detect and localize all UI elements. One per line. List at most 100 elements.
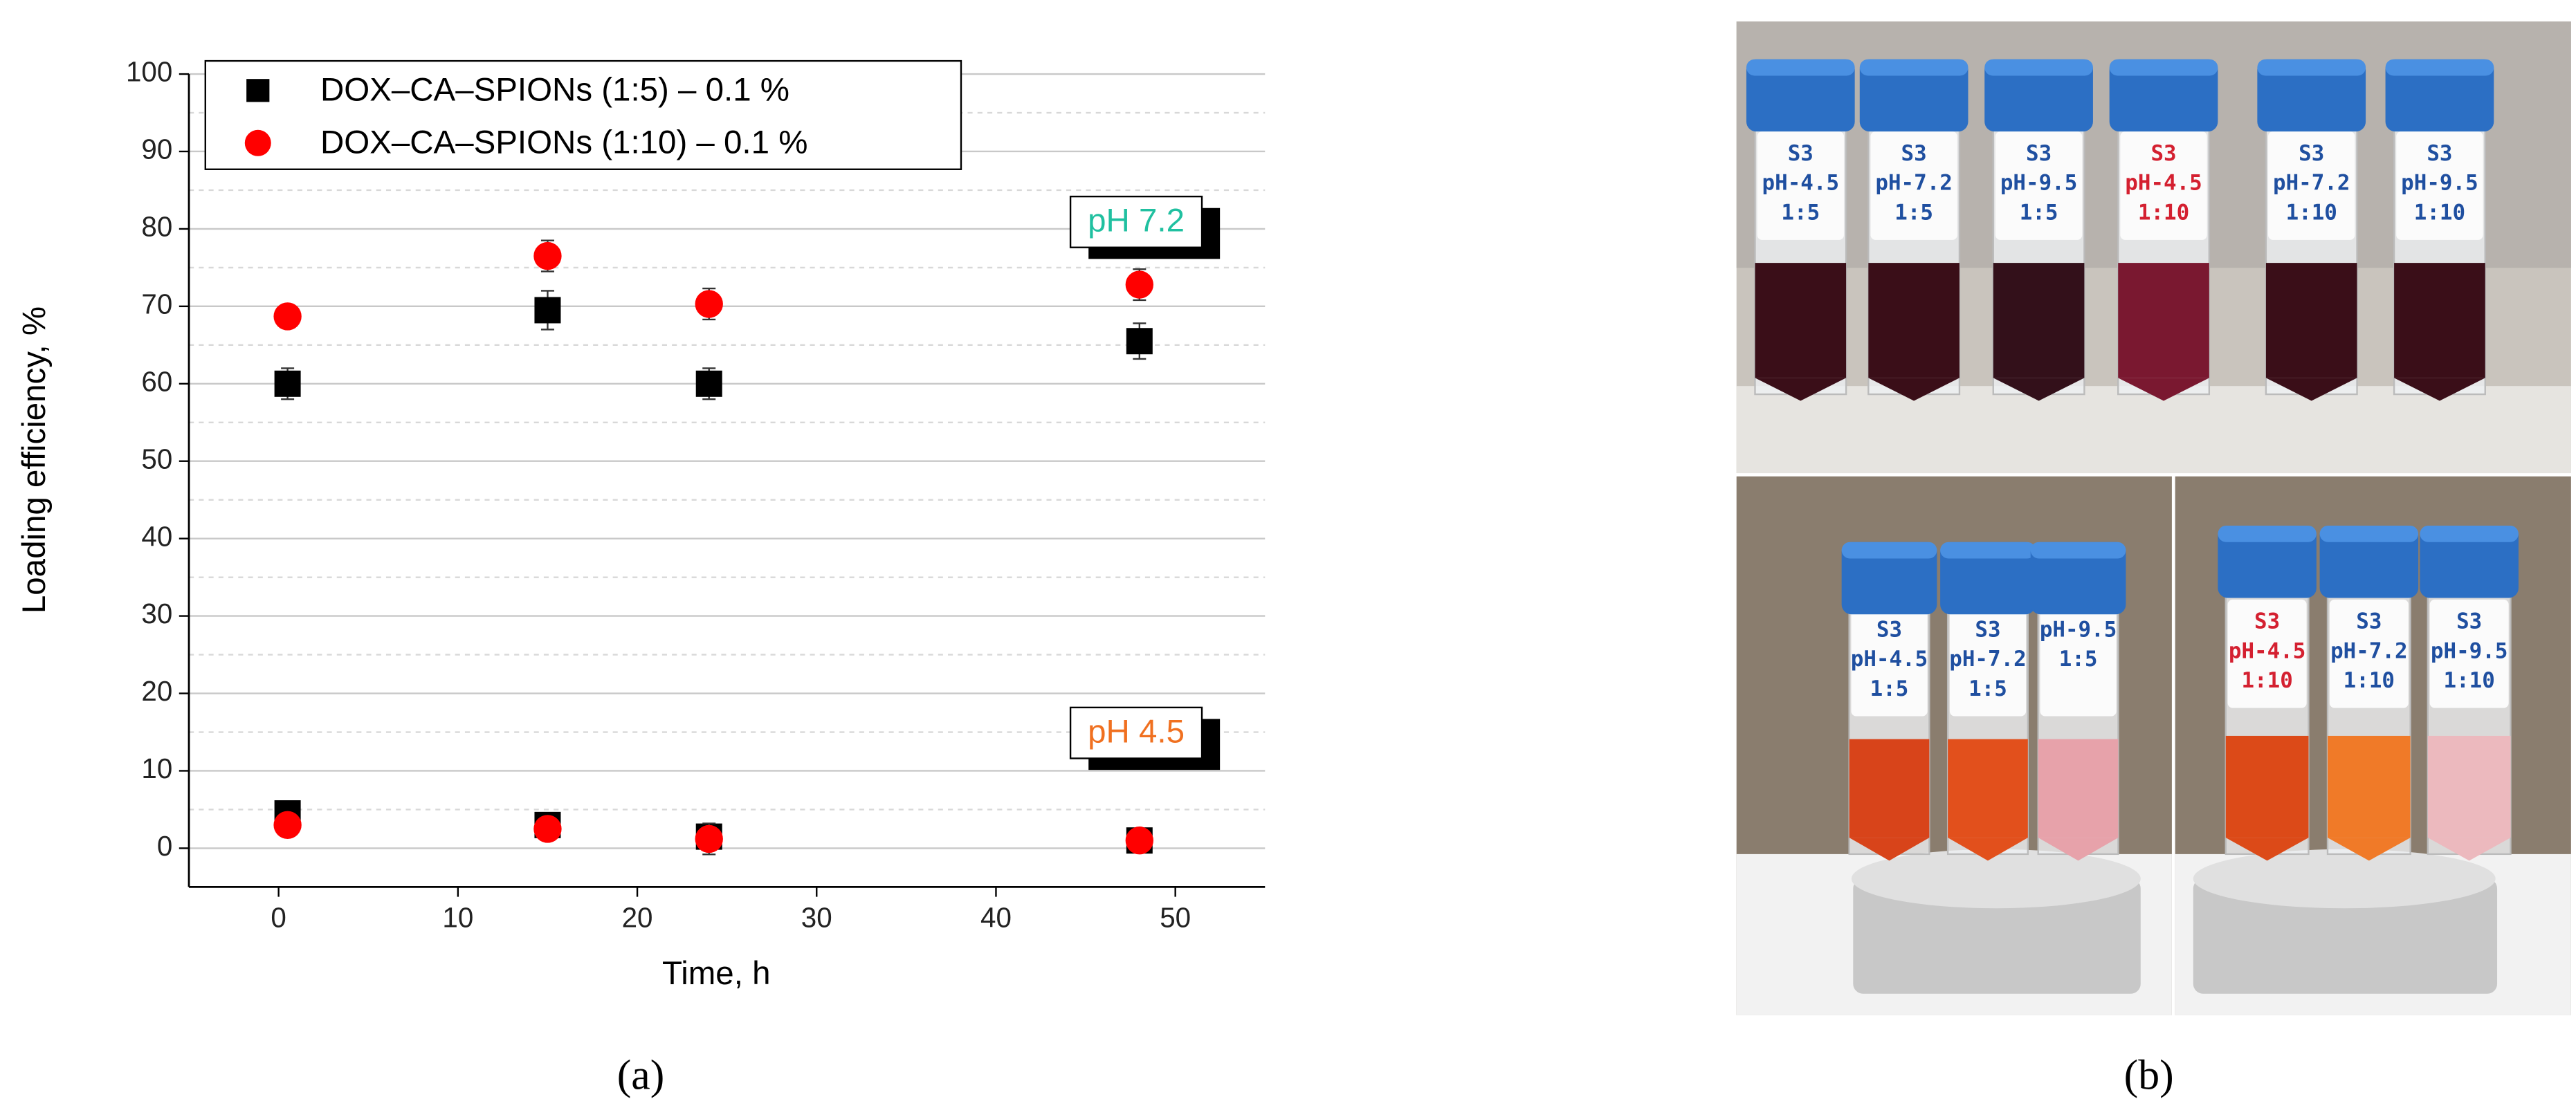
y-tick-label: 0: [157, 830, 172, 862]
vial-text: pH-9.5: [2401, 171, 2478, 196]
vial-text: 1:5: [2020, 200, 2058, 225]
vial-text: pH-7.2: [1949, 647, 2026, 672]
vial-text: pH-4.5: [1851, 647, 1928, 672]
vial-tip: [1755, 378, 1847, 401]
vial-label: [2040, 607, 2117, 717]
photo: S3 pH-4.5 1:5 S3 pH-7.2 1:5 S3 pH-9.5 1:5 S3 pH-4.…: [1736, 21, 2571, 1015]
panel-label: (b): [2124, 1051, 2174, 1098]
vial-cap-top: [2218, 526, 2317, 542]
vial-text: pH-4.5: [2229, 638, 2305, 663]
vial-liquid: [2118, 263, 2209, 378]
legend-marker: [244, 129, 271, 156]
vial-cap-top: [2109, 59, 2218, 76]
vial-text: pH-7.2: [1875, 171, 1952, 196]
vial-text: S3: [2254, 609, 2280, 634]
vial-text: 1:5: [1968, 676, 2007, 701]
legend-label: DOX–CA–SPIONs (1:5) – 0.1 %: [320, 72, 789, 109]
vial-text: 1:10: [2444, 668, 2495, 693]
vial-liquid: [1755, 263, 1847, 378]
x-tick-label: 30: [801, 902, 832, 934]
vial-cap-top: [2319, 526, 2419, 542]
vial-cap: [2257, 59, 2366, 132]
y-tick-label: 90: [141, 133, 172, 165]
vial-text: 1:5: [1870, 676, 1909, 701]
point: [695, 824, 723, 853]
vial-cap: [2319, 526, 2419, 598]
vial-cap: [1940, 542, 2036, 615]
vial-text: S3: [1876, 617, 1902, 642]
point: [533, 241, 562, 270]
vial-liquid: [2427, 735, 2511, 838]
x-tick-label: 0: [271, 902, 286, 934]
vial-tip: [2225, 838, 2309, 861]
y-tick-label: 100: [126, 56, 172, 88]
vial-text: S3: [1788, 141, 1814, 166]
point: [695, 290, 723, 318]
y-tick-label: 20: [141, 675, 172, 707]
vial-tip: [2427, 838, 2511, 861]
vial-text: 1:5: [1781, 200, 1820, 225]
vial-cap: [2420, 526, 2519, 598]
vial-cap-top: [1940, 542, 2036, 559]
vial-cap: [2218, 526, 2317, 598]
annotation: pH 7.2: [1088, 203, 1185, 239]
y-tick-label: 40: [141, 520, 172, 552]
vial-text: pH-7.2: [2273, 171, 2350, 196]
vial-label: [1757, 131, 1844, 240]
vial-text: 1:10: [2241, 668, 2292, 693]
vial-liquid: [1948, 739, 2028, 838]
vial-tip: [1948, 838, 2028, 861]
vial-text: S3: [2026, 141, 2052, 166]
y-tick-label: 10: [141, 753, 172, 784]
vial-liquid: [2265, 263, 2357, 378]
vial-text: S3: [2427, 141, 2452, 166]
annotation: pH 4.5: [1088, 713, 1185, 750]
y-tick-label: 60: [141, 365, 172, 397]
x-axis-label: Time, h: [662, 955, 771, 992]
vial-cap: [2109, 59, 2218, 132]
vial-tip: [2265, 378, 2357, 401]
point: [1125, 270, 1154, 299]
vial-label: [1851, 607, 1928, 717]
vial-text: S3: [2356, 609, 2382, 634]
vial-text: pH-9.5: [2000, 171, 2077, 196]
vial-label: [2396, 131, 2483, 240]
vial-tip: [1868, 378, 1960, 401]
vial-text: S3: [2150, 141, 2176, 166]
vial-label: [2227, 599, 2307, 708]
point: [533, 815, 562, 843]
vial-cap: [2030, 542, 2126, 615]
vial-cap-top: [1841, 542, 1937, 559]
vial-tip: [2394, 378, 2485, 401]
vial-tip: [2038, 838, 2119, 861]
vial-liquid: [1868, 263, 1960, 378]
vial-cap-top: [2030, 542, 2126, 559]
vial-text: 1:10: [2344, 668, 2395, 693]
magnet: [2193, 878, 2498, 994]
shelf: [1736, 386, 2571, 474]
vial-label: [2268, 131, 2355, 240]
vial-text: S3: [1975, 617, 2000, 642]
vial-cap: [1859, 59, 1968, 132]
point: [273, 302, 302, 331]
magnet-top: [1851, 849, 2141, 909]
x-tick-label: 40: [980, 902, 1012, 934]
panel-label: (a): [617, 1051, 665, 1098]
y-tick-label: 30: [141, 598, 172, 629]
vial-liquid: [2038, 739, 2119, 838]
annotation-box: [1069, 195, 1203, 248]
vial-liquid: [1993, 263, 2085, 378]
vial-cap: [1984, 59, 2093, 132]
vial-liquid: [2225, 735, 2309, 838]
vial-cap-top: [1859, 59, 1968, 76]
x-tick-label: 10: [442, 902, 473, 934]
vial-label: [2120, 131, 2207, 240]
x-tick-label: 20: [622, 902, 653, 934]
vial-text: pH-9.5: [2431, 638, 2508, 663]
vial-liquid: [1849, 739, 1930, 838]
vial-label: [2429, 599, 2509, 708]
vial-text: S3: [2456, 609, 2482, 634]
vial-liquid: [2394, 263, 2485, 378]
vial-text: S3: [1901, 141, 1927, 166]
